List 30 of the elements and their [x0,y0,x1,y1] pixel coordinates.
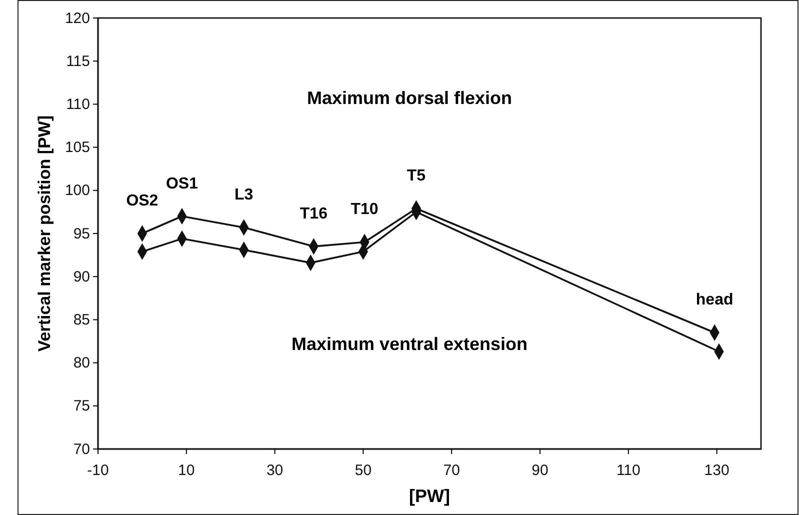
y-tick-label: 115 [66,52,90,70]
x-tick-label: 90 [532,462,548,479]
y-tick-label: 120 [64,10,90,27]
annotation: L3 [234,186,254,204]
annotation: T16 [300,205,328,222]
y-tick-label: 95 [73,225,90,242]
x-tick-label: 50 [354,462,372,479]
x-axis-title: [PW] [409,486,450,506]
annotation: T5 [406,168,426,184]
x-tick-label: 70 [443,462,460,479]
x-tick-label: 30 [266,462,284,479]
annotation: Maximum ventral extension [291,334,528,354]
y-tick-label: 75 [73,398,90,415]
annotation: OS1 [166,175,198,192]
annotation: OS2 [126,192,158,210]
x-tick-label: -10 [87,462,109,479]
y-tick-label: 80 [73,354,90,372]
y-tick-label: 110 [66,96,90,113]
y-axis-title: Vertical marker position [PW] [35,115,54,352]
y-tick-label: 70 [73,440,90,458]
y-tick-label: 90 [73,268,90,286]
x-tick-label: 10 [178,462,195,479]
annotation: head [696,292,734,309]
y-tick-label: 100 [64,182,90,200]
annotation: T10 [350,201,378,218]
annotation: Maximum dorsal flexion [306,88,512,108]
y-tick-label: 85 [73,312,90,328]
x-tick-label: 110 [616,462,640,479]
x-tick-label: 130 [704,462,730,479]
y-tick-label: 105 [64,139,90,156]
